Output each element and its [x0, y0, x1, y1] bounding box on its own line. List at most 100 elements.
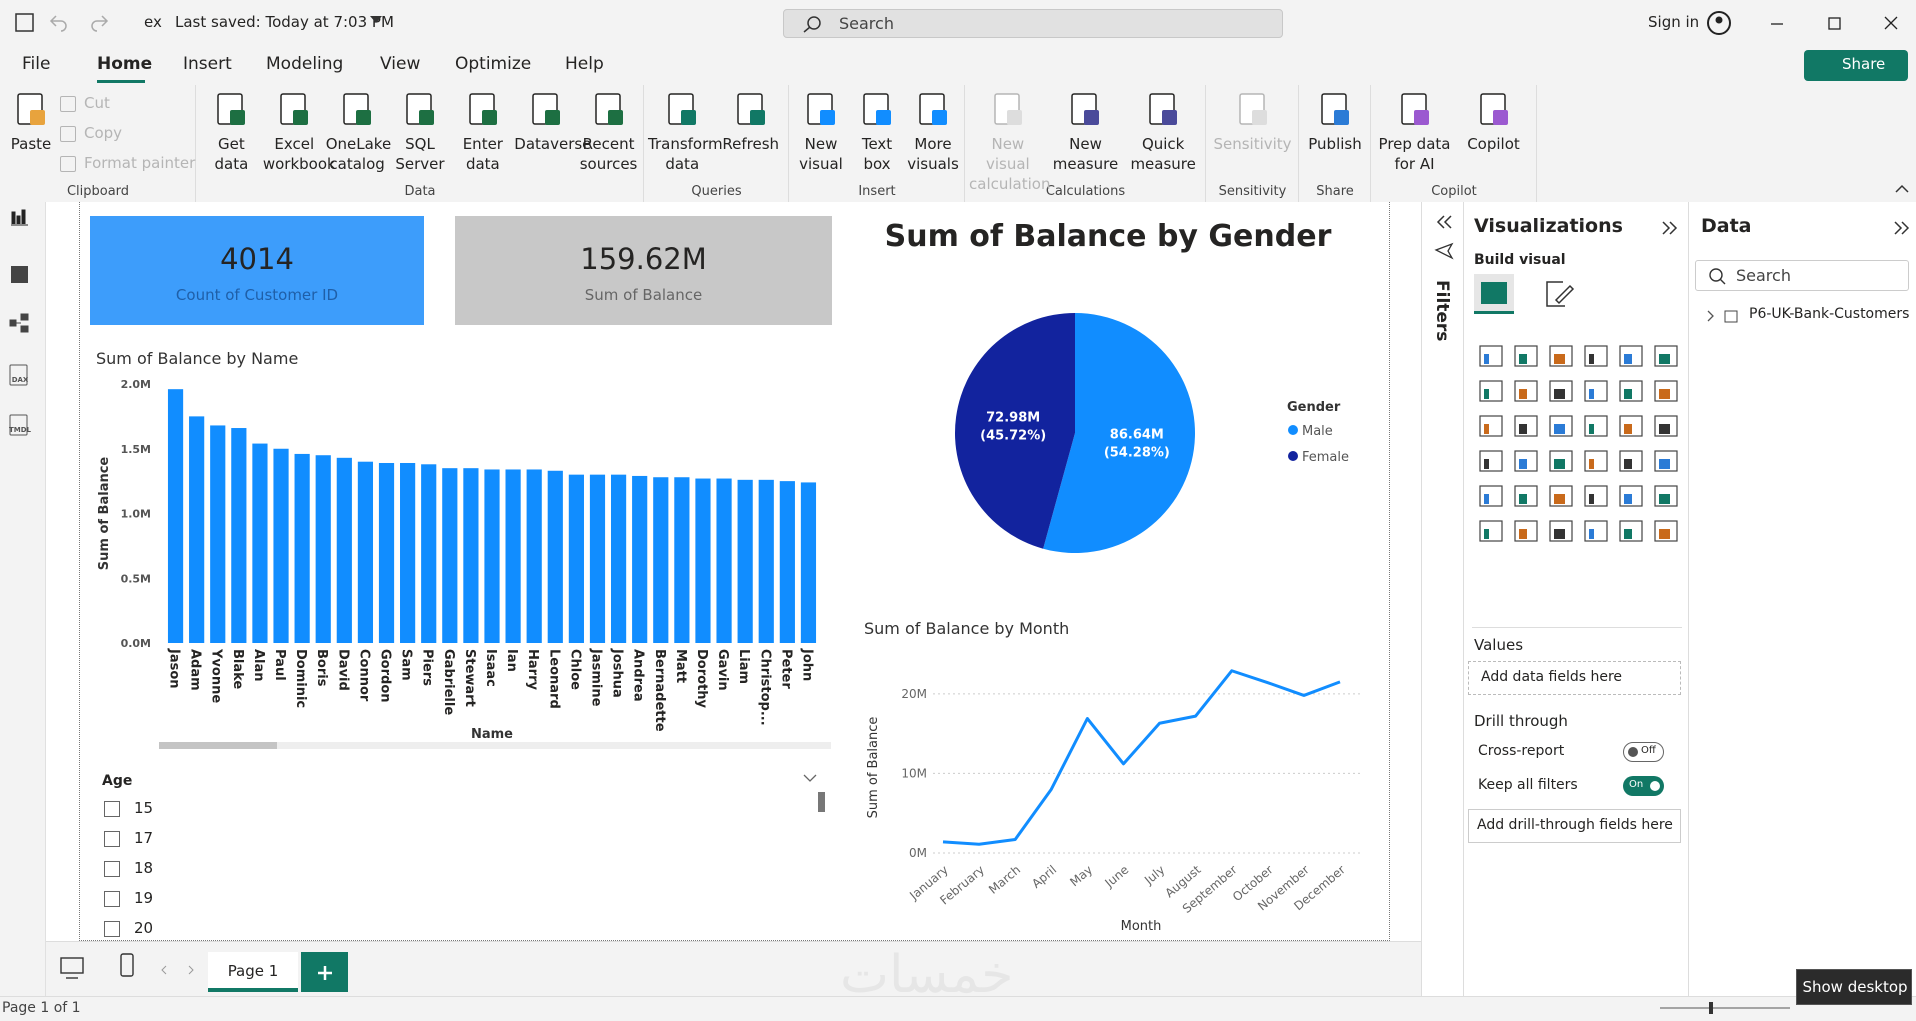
slicer-scroll	[818, 792, 825, 812]
bar	[737, 479, 753, 643]
slicer-item[interactable]: 20	[104, 918, 304, 938]
menu-tab[interactable]: File	[22, 54, 51, 74]
ribbon-button[interactable]: Publish	[1303, 90, 1367, 182]
ribbon-icon	[863, 93, 891, 125]
legend-label: Male	[1302, 424, 1333, 439]
drill-label: Drill through	[1474, 712, 1568, 730]
cross-report-toggle[interactable]: Off	[1623, 742, 1664, 762]
slicer-item[interactable]: 15	[104, 798, 304, 822]
ribbon-button[interactable]: More visuals	[905, 90, 961, 182]
y-tick-label: 1.0M	[121, 508, 151, 521]
pane-collapse	[1662, 221, 1678, 235]
add-page[interactable]	[301, 952, 348, 992]
nav-label: DAX	[11, 376, 29, 384]
menu-tab[interactable]: View	[380, 54, 421, 74]
visual-type-accent	[1659, 529, 1670, 539]
ribbon-button[interactable]: Copilot	[1454, 90, 1533, 182]
ribbon-button[interactable]: Quick measure	[1124, 90, 1202, 182]
add-page-plus	[318, 966, 332, 980]
ribbon-icon	[737, 93, 765, 125]
visual-type-accent	[1624, 389, 1632, 399]
ribbon-button[interactable]: New visual calculation	[969, 90, 1050, 193]
nav-label: TMDL	[8, 426, 31, 434]
visual-type-accent	[1484, 494, 1489, 504]
visual-type-accent	[1624, 494, 1632, 504]
visual-type-icon	[1619, 345, 1643, 367]
ribbon-icon-accent	[1084, 110, 1100, 125]
ribbon-button[interactable]: Sensitivity	[1210, 90, 1295, 182]
ribbon-group: Clipboard Paste Cut Copy Format painter	[0, 85, 196, 202]
ribbon-button[interactable]: Get data	[200, 90, 263, 182]
ribbon-button[interactable]: OneLake catalog	[326, 90, 391, 182]
data-table-name[interactable]: P6-UK-Bank-Customers	[1749, 306, 1910, 322]
ribbon-button[interactable]: Excel workbook	[263, 90, 336, 182]
slicer-item[interactable]: 17	[104, 828, 304, 852]
ribbon-button[interactable]: SQL Server	[389, 90, 452, 182]
x-tick-label: Jason	[167, 648, 182, 689]
slicer-checkbox	[104, 831, 120, 847]
ribbon-button[interactable]: Prep data for AI	[1375, 90, 1454, 182]
search-box[interactable]: Search	[783, 9, 1283, 38]
visual-type-accent	[1589, 494, 1594, 504]
bar	[547, 470, 563, 643]
slicer-checkbox	[104, 861, 120, 877]
bar	[167, 389, 184, 643]
ribbon-button[interactable]: Paste	[2, 90, 60, 182]
bar	[716, 478, 732, 643]
ribbon-button[interactable]: Text box	[849, 90, 905, 182]
title-icons	[15, 13, 109, 32]
ribbon-button[interactable]: New measure	[1047, 90, 1125, 182]
ribbon-small-button[interactable]: Format painter	[60, 152, 195, 178]
menu-tab[interactable]: Insert	[183, 54, 232, 74]
visual-type-icon	[1549, 450, 1573, 472]
ribbon-small-button[interactable]: Cut	[60, 92, 195, 118]
visual-type-accent	[1519, 494, 1527, 504]
slicer-item[interactable]: 19	[104, 888, 304, 912]
visual-type-accent	[1589, 424, 1594, 434]
page-tab[interactable]: Page 1	[208, 952, 298, 992]
ribbon-small-button[interactable]: Copy	[60, 122, 195, 148]
ribbon-label: SQL Server	[395, 135, 445, 173]
scrollbar-track	[159, 742, 831, 749]
ribbon-icon-accent	[932, 110, 947, 125]
table-glyph	[1724, 310, 1738, 323]
menu-tab[interactable]: Optimize	[455, 54, 532, 74]
share-button[interactable]: Share	[1804, 50, 1908, 81]
visual-type-icon	[1619, 485, 1643, 507]
ribbon-label: Publish	[1308, 135, 1362, 153]
x-tick-label: Sam	[399, 649, 414, 681]
sign-in[interactable]: Sign in	[1648, 13, 1700, 31]
ribbon-button[interactable]: New visual	[793, 90, 849, 182]
ribbon-button[interactable]: Dataverse	[514, 90, 591, 182]
x-tick-label: Joshua	[610, 648, 625, 698]
bar	[463, 468, 479, 643]
line-series	[942, 669, 1341, 846]
x-tick-label: Dorothy	[694, 649, 709, 709]
visual-type-icon	[1584, 415, 1608, 437]
ribbon-button[interactable]: Refresh	[717, 90, 786, 182]
x-tick-label: Matt	[673, 649, 688, 683]
menu-tab[interactable]: Help	[565, 54, 604, 74]
ribbon-button[interactable]: Enter data	[451, 90, 514, 182]
menu-tab[interactable]: Modeling	[266, 54, 344, 74]
slicer-item-label: 15	[134, 799, 154, 817]
save-icon	[15, 13, 34, 32]
x-tick-label: Jasmine	[588, 648, 603, 707]
ribbon-button[interactable]: Transform data	[648, 90, 723, 182]
bar	[252, 443, 268, 643]
data-search[interactable]: Search	[1695, 260, 1909, 291]
bar	[800, 482, 817, 643]
slicer-item[interactable]: 18	[104, 858, 304, 882]
menu-tab[interactable]: Home	[97, 54, 153, 74]
filters-icons	[1434, 215, 1454, 260]
x-tick-label: Dominic	[293, 649, 308, 708]
visual-type-accent	[1624, 354, 1632, 364]
filters-label[interactable]: Filters	[1432, 280, 1452, 342]
title-bar: ex Last saved: Today at 7:03 PM Search Sign…	[0, 0, 1916, 45]
ribbon-small-label: Cut	[84, 94, 110, 112]
visual-type-icon	[1654, 520, 1678, 542]
keep-filters-toggle[interactable]: On	[1623, 776, 1664, 796]
ribbon-group-label: Share	[1316, 184, 1354, 199]
ribbon-button[interactable]: Recent sources	[577, 90, 640, 182]
tooltip[interactable]: Show desktop	[1796, 969, 1912, 1005]
